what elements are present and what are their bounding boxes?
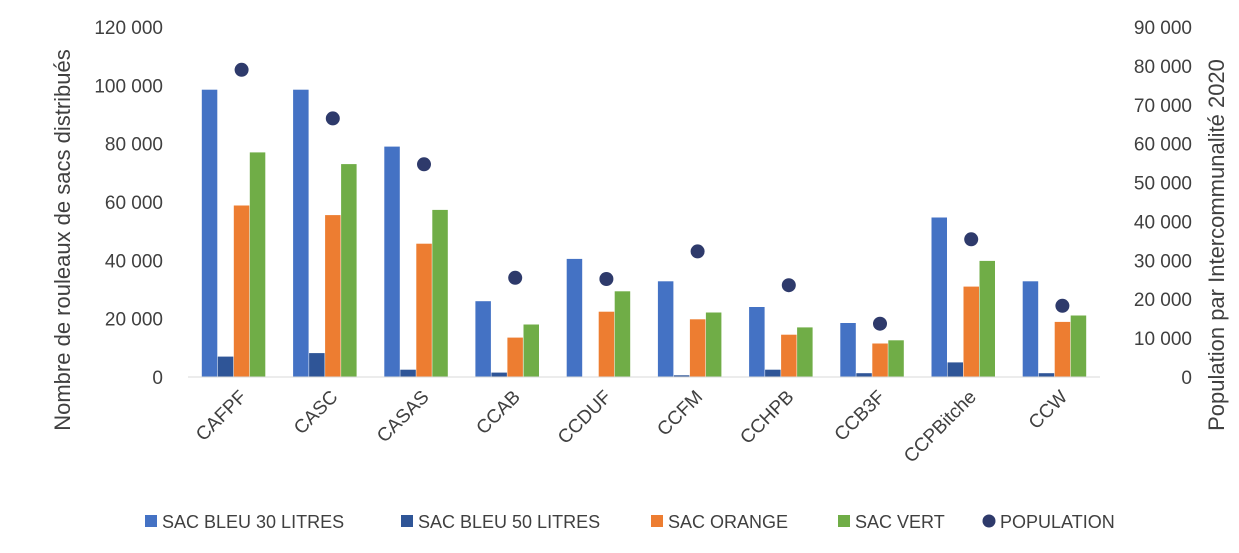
y2-tick-label: 50 000 [1134,174,1192,195]
bar-sac-bleu-30-litres [293,90,309,377]
bar-sac-vert [341,164,357,377]
bar-sac-orange [599,312,615,377]
legend-label: SAC BLEU 30 LITRES [162,512,344,532]
bar-sac-bleu-50-litres [765,370,781,377]
category-label: CCW [1025,387,1072,434]
bar-sac-bleu-30-litres [932,218,948,378]
y2-axis-ticks: 0 10 000 20 000 30 000 40 000 50 000 60 000 70 … [1134,18,1192,389]
bar-sac-vert [250,152,265,377]
bar-sac-vert [888,340,904,377]
y2-tick-label: 60 000 [1134,135,1192,156]
legend: SAC BLEU 30 LITRES SAC BLEU 50 LITRES SAC … [145,512,1115,532]
population-dot [508,271,522,285]
legend-swatch [651,515,663,527]
bars [202,90,1086,377]
category-label: CCHPB [736,387,798,449]
bar-sac-orange [872,344,888,378]
population-dot [964,232,978,246]
y-axis-ticks: 0 20 000 40 000 60 000 80 000 100 000 120 000 [94,18,163,389]
y2-tick-label: 40 000 [1134,212,1192,233]
y-tick-label: 120 000 [94,18,163,39]
bar-sac-orange [507,338,523,377]
legend-swatch [401,515,413,527]
y-tick-label: 100 000 [94,76,163,97]
bar-sac-bleu-30-litres [384,147,400,377]
category-label: CASAS [373,387,433,447]
category-label: CCPBitche [900,387,981,468]
bar-sac-orange [234,206,250,378]
bar-sac-bleu-30-litres [567,259,583,377]
bar-sac-bleu-30-litres [475,301,491,377]
y2-tick-label: 70 000 [1134,96,1192,117]
population-dot [873,317,887,331]
y2-tick-label: 0 [1181,368,1192,389]
population-dot [599,272,613,286]
legend-swatch [145,515,157,527]
bar-sac-vert [797,327,813,377]
y2-tick-label: 10 000 [1134,329,1192,350]
population-dot [417,157,431,171]
legend-swatch [838,515,850,527]
bar-sac-bleu-50-litres [400,370,416,377]
population-dot [235,63,249,77]
bar-sac-orange [690,319,706,377]
y2-tick-label: 90 000 [1134,18,1192,39]
bar-sac-bleu-30-litres [658,281,674,377]
bar-sac-bleu-30-litres [749,307,765,377]
population-dot [782,278,796,292]
population-dot [326,111,340,125]
y2-axis-title: Population par Intercommunalité 2020 [1204,59,1229,431]
category-labels: CAFPF CASC CASAS CCAB CCDUF CCFM CCHPB CCB3F CCP… [192,387,1072,468]
legend-label: SAC ORANGE [668,512,788,532]
bar-sac-vert [615,291,631,377]
y2-tick-label: 80 000 [1134,57,1192,78]
bar-sac-vert [524,325,540,378]
y-tick-label: 20 000 [105,310,163,331]
legend-label: POPULATION [1000,512,1115,532]
bar-sac-vert [432,210,448,377]
y2-tick-label: 30 000 [1134,251,1192,272]
bar-sac-bleu-50-litres [856,373,872,377]
category-label: CCAB [473,387,525,439]
bar-sac-vert [980,261,996,377]
bar-sac-orange [416,244,432,377]
category-label: CCFM [653,387,707,441]
legend-swatch [983,515,996,528]
bar-sac-bleu-50-litres [1039,373,1055,377]
bar-sac-bleu-50-litres [948,362,964,377]
bar-sac-bleu-50-litres [309,353,325,377]
y2-tick-label: 20 000 [1134,290,1192,311]
bar-sac-vert [1071,316,1087,378]
bar-sac-bleu-30-litres [1023,281,1038,377]
legend-label: SAC BLEU 50 LITRES [418,512,600,532]
bar-sac-vert [706,313,722,378]
bar-sac-bleu-50-litres [491,373,507,377]
population-dot [691,244,705,258]
y-tick-label: 60 000 [105,193,163,214]
category-label: CASC [290,387,342,439]
bar-sac-orange [325,215,341,377]
category-label: CAFPF [192,387,251,446]
bar-sac-bleu-30-litres [202,90,218,377]
bar-sac-orange [781,335,797,377]
category-label: CCDUF [554,387,616,449]
y-axis-title: Nombre de rouleaux de sacs distribués [50,49,75,431]
legend-label: SAC VERT [855,512,945,532]
bar-sac-bleu-50-litres [218,357,234,377]
category-label: CCB3F [831,387,890,446]
y-tick-label: 40 000 [105,251,163,272]
y-tick-label: 80 000 [105,135,163,156]
bar-sac-bleu-30-litres [840,323,856,377]
population-dot [1055,299,1069,313]
bar-sac-orange [1055,322,1071,377]
y-tick-label: 0 [152,368,163,389]
bar-sac-orange [964,287,980,377]
